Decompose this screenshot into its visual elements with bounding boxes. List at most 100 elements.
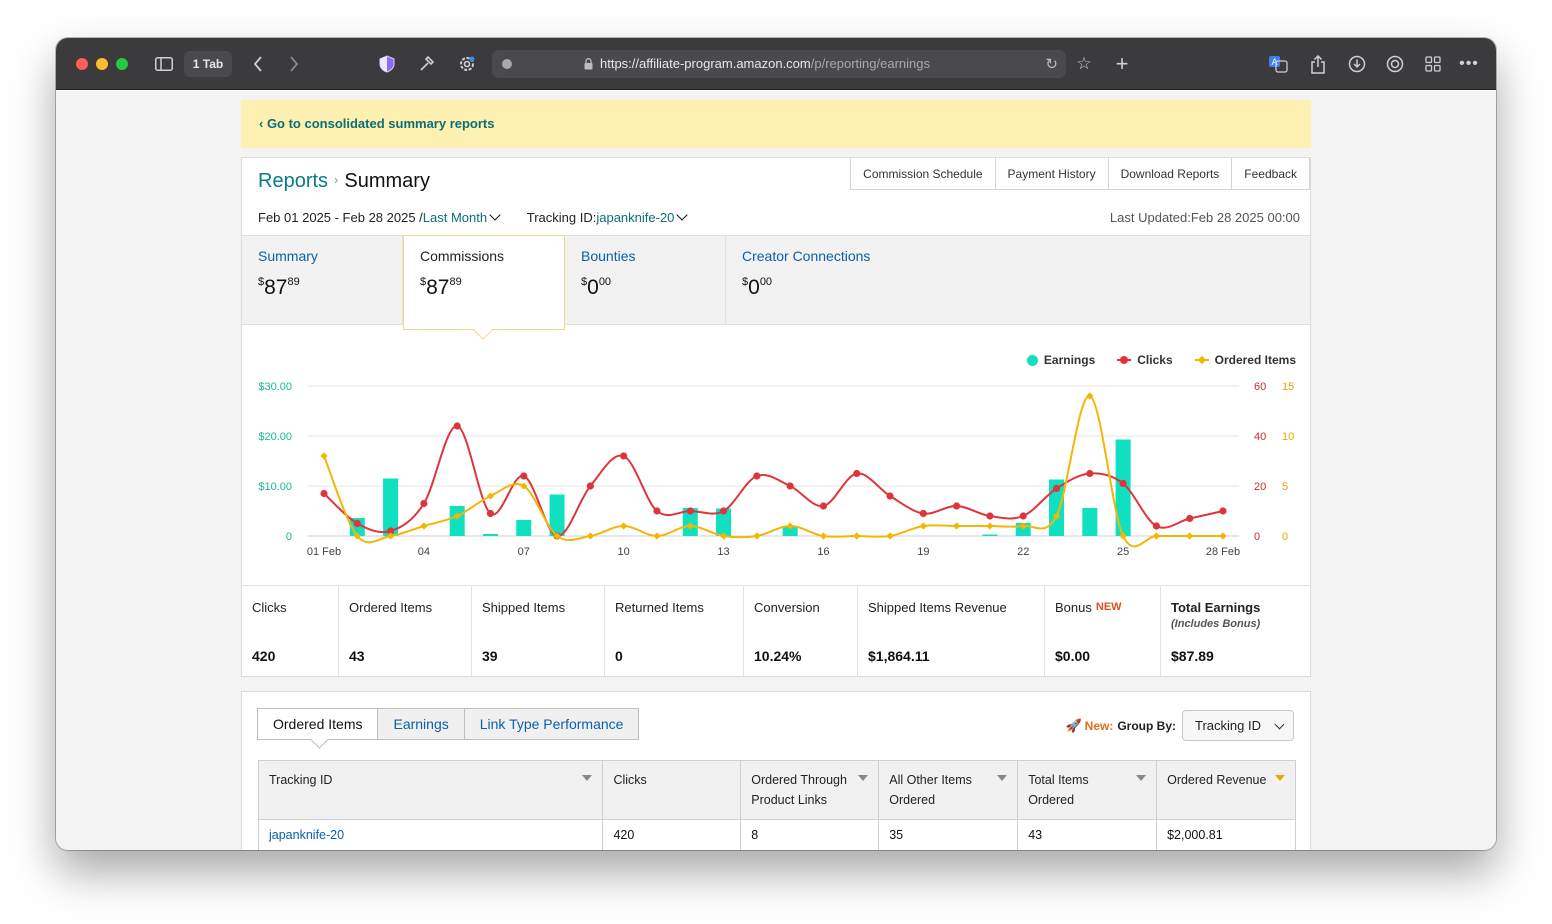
sort-icon[interactable]	[858, 775, 869, 781]
bookmark-star-icon[interactable]: ☆	[1076, 54, 1092, 73]
group-by-select[interactable]: Tracking ID	[1182, 710, 1294, 741]
more-options-icon[interactable]: •••	[1459, 55, 1479, 72]
report-actions: Commission Schedule Payment History Down…	[850, 158, 1310, 190]
y-right-items-tick-label: 0	[1282, 531, 1288, 543]
tab-summary-value: $8789	[258, 276, 300, 299]
column-ordered-through-product-links[interactable]: Ordered Through Product Links	[740, 760, 880, 820]
sidebar-toggle-icon[interactable]	[152, 52, 176, 76]
detail-tabs: Ordered Items Earnings Link Type Perform…	[257, 708, 640, 740]
tab-commissions[interactable]: Commissions $8789	[403, 235, 565, 340]
chevron-down-icon[interactable]	[489, 209, 501, 221]
browser-window: 1 Tab https://affiliate-program.amazon.c…	[56, 38, 1496, 850]
new-label: New:	[1084, 718, 1114, 733]
earnings-bar	[449, 506, 465, 536]
y-right-items-tick-label: 15	[1282, 381, 1294, 393]
consolidated-reports-link[interactable]: ‹ Go to consolidated summary reports	[259, 116, 495, 131]
downloads-icon[interactable]	[1345, 52, 1369, 76]
ordered-items-point	[619, 522, 628, 530]
address-bar[interactable]: https://affiliate-program.amazon.com/p/r…	[492, 50, 1066, 78]
payment-history-button[interactable]: Payment History	[994, 158, 1109, 190]
sort-icon[interactable]	[997, 775, 1008, 781]
tracking-id-dropdown[interactable]: japanknife-20	[596, 210, 675, 225]
clicks-point	[919, 509, 927, 518]
minimize-window-button[interactable]	[96, 58, 108, 70]
legend-item-ordered-items[interactable]: Ordered Items	[1194, 353, 1296, 367]
chart-legend: Earnings Clicks Ordered Items	[1026, 353, 1296, 367]
clicks-point	[420, 499, 428, 508]
forward-icon[interactable]	[282, 52, 306, 76]
stat-shipped-items-revenue: Shipped Items Revenue $1,864.11	[858, 586, 1045, 677]
tab-overview-button[interactable]: 1 Tab	[184, 51, 232, 77]
tab-earnings[interactable]: Earnings	[377, 708, 465, 740]
x-tick-label: 25	[1117, 546, 1129, 558]
tab-commissions-value: $8789	[420, 276, 462, 299]
earnings-bar	[383, 478, 399, 536]
clicks-point	[1152, 522, 1161, 530]
sort-icon[interactable]	[582, 775, 593, 781]
clicks-point	[1119, 479, 1127, 488]
column-clicks[interactable]: Clicks	[602, 760, 742, 820]
clicks-point	[1086, 469, 1094, 478]
ordered-items-point	[1186, 532, 1194, 540]
zoom-window-button[interactable]	[116, 58, 128, 70]
new-tab-plus-icon[interactable]: +	[1115, 51, 1129, 76]
tab-creator-connections[interactable]: Creator Connections $000	[726, 236, 886, 325]
hammer-extension-icon[interactable]	[415, 52, 439, 76]
legend-ordered-items-marker	[1194, 359, 1209, 361]
shield-extension-icon[interactable]	[375, 52, 399, 76]
column-ordered-revenue[interactable]: Ordered Revenue	[1156, 760, 1296, 820]
y-right-items-tick-label: 5	[1282, 481, 1288, 493]
column-total-items-ordered[interactable]: Total Items Ordered	[1017, 760, 1158, 820]
earnings-bar	[516, 520, 532, 536]
clicks-point	[986, 512, 994, 520]
clicks-point	[686, 507, 694, 515]
reader-icon[interactable]	[1383, 52, 1407, 76]
column-tracking-id[interactable]: Tracking ID	[257, 760, 604, 820]
tab-link-type-performance[interactable]: Link Type Performance	[463, 708, 640, 740]
y-right-clicks-tick-label: 0	[1254, 531, 1260, 543]
close-window-button[interactable]	[76, 58, 88, 70]
url-text: https://affiliate-program.amazon.com/p/r…	[600, 56, 930, 71]
tab-grid-icon[interactable]	[1421, 52, 1445, 76]
ordered-items-point	[719, 532, 728, 540]
stat-conversion: Conversion 10.24%	[744, 586, 858, 677]
tab-summary[interactable]: Summary $8789	[242, 236, 403, 325]
translate-icon[interactable]: A	[1266, 52, 1290, 76]
reload-icon[interactable]: ↻	[1045, 56, 1058, 73]
notice-banner: ‹ Go to consolidated summary reports	[241, 100, 1311, 148]
tab-bounties[interactable]: Bounties $000	[565, 236, 726, 325]
y-right-clicks-tick-label: 20	[1254, 481, 1266, 493]
gear-extension-icon[interactable]	[455, 52, 479, 76]
download-reports-button[interactable]: Download Reports	[1107, 158, 1233, 190]
sort-icon[interactable]	[1136, 775, 1147, 781]
chevron-down-icon[interactable]	[676, 209, 689, 221]
sort-active-icon[interactable]	[1275, 775, 1285, 781]
clicks-point	[1219, 507, 1227, 515]
group-by-control: 🚀 New: Group By: Tracking ID	[1065, 710, 1294, 741]
tab-ordered-items[interactable]: Ordered Items	[257, 708, 379, 740]
earnings-bar	[549, 494, 565, 536]
group-by-label: Group By:	[1117, 718, 1177, 733]
ordered-items-point	[1152, 532, 1161, 540]
share-icon[interactable]	[1306, 52, 1330, 76]
back-icon[interactable]	[246, 52, 270, 76]
clicks-point	[653, 507, 661, 515]
column-all-other-items-ordered[interactable]: All Other Items Ordered	[878, 760, 1019, 820]
clicks-point	[353, 519, 361, 528]
breadcrumb-reports-link[interactable]: Reports	[258, 170, 329, 192]
commission-schedule-button[interactable]: Commission Schedule	[850, 158, 996, 190]
legend-item-clicks[interactable]: Clicks	[1117, 353, 1173, 367]
ordered-items-point	[486, 492, 495, 500]
x-tick-label: 04	[418, 546, 430, 558]
row-tracking-id-link[interactable]: japanknife-20	[257, 819, 604, 850]
feedback-button[interactable]: Feedback	[1231, 158, 1310, 190]
y-left-tick-label: $10.00	[258, 481, 292, 493]
breadcrumb: Reports › Summary	[258, 170, 430, 193]
period-dropdown[interactable]: Last Month	[422, 210, 488, 225]
earnings-bar	[1115, 439, 1131, 536]
stat-shipped-items: Shipped Items 39	[472, 586, 605, 677]
tab-bounties-value: $000	[581, 276, 612, 299]
legend-item-earnings[interactable]: Earnings	[1026, 353, 1095, 367]
clicks-point	[520, 472, 528, 480]
row-clicks: 420	[602, 819, 742, 850]
